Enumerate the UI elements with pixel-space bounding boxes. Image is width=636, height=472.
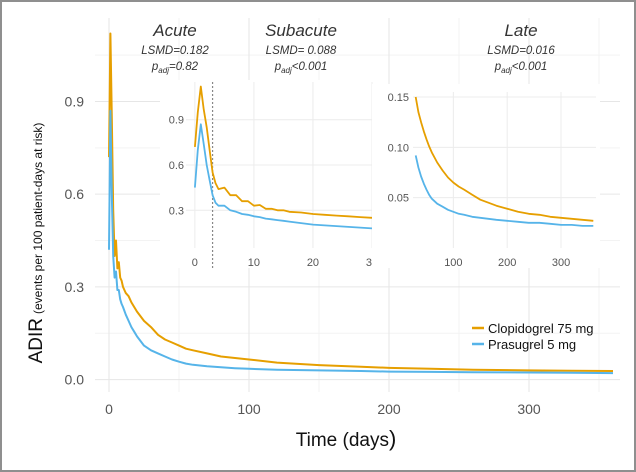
main-series-line-0 xyxy=(108,32,614,372)
x-tick-label: 100 xyxy=(237,401,261,417)
inset-early-x-tick: 20 xyxy=(307,257,319,269)
inset-early-line-0 xyxy=(194,85,373,219)
inset-late-y-tick-labels: 0.05 0.10 0.15 xyxy=(388,92,409,205)
panel-p-subacute: padj<0.001 xyxy=(274,61,328,75)
panel-p-acute: padj=0.82 xyxy=(151,61,199,75)
y-tick-label: 0.3 xyxy=(65,279,85,295)
inset-early-y-tick: 0.3 xyxy=(169,205,184,217)
inset-late-x-tick: 100 xyxy=(444,257,462,269)
inset-late-gridlines xyxy=(413,92,596,248)
inset-late-y-tick: 0.05 xyxy=(388,193,409,205)
y-axis-title: ADIR(events per 100 patient-days at risk… xyxy=(26,123,47,364)
inset-late-x-tick: 200 xyxy=(498,257,516,269)
x-tick-label: 0 xyxy=(105,401,113,417)
inset-early-y-tick: 0.6 xyxy=(169,160,184,172)
inset-late-y-tick: 0.15 xyxy=(388,92,409,104)
y-tick-label: 0.9 xyxy=(65,93,85,109)
panel-lsmd-acute: LSMD=0.182 xyxy=(141,45,209,57)
main-y-tick-labels: 0.0 0.3 0.6 0.9 xyxy=(65,93,85,387)
inset-early-line-1 xyxy=(194,123,373,230)
inset-early-series-lines xyxy=(194,85,373,230)
panel-title-late: Late xyxy=(504,21,537,40)
inset-late-series-lines xyxy=(414,96,594,227)
inset-late-x-tick: 300 xyxy=(552,257,570,269)
inset-late-background xyxy=(372,84,600,268)
inset-early-x-tick: 0 xyxy=(192,257,198,269)
legend-label-clopidogrel: Clopidogrel 75 mg xyxy=(488,321,594,336)
panel-p-late: padj<0.001 xyxy=(494,61,548,75)
main-x-tick-labels: 0 100 200 300 xyxy=(105,401,541,417)
inset-late-line-0 xyxy=(414,96,594,222)
x-axis-title: Time (days) xyxy=(296,426,397,451)
panel-title-subacute: Subacute xyxy=(265,21,337,40)
main-series-line-1 xyxy=(108,109,614,375)
x-tick-label: 200 xyxy=(377,401,401,417)
inset-late-y-tick: 0.10 xyxy=(388,142,409,154)
inset-early-x-tick: 10 xyxy=(248,257,260,269)
main-series-lines xyxy=(108,32,614,375)
inset-early-y-tick: 0.9 xyxy=(169,115,184,127)
inset-early-y-tick-labels: 0.3 0.6 0.9 xyxy=(169,115,184,218)
legend: Clopidogrel 75 mg Prasugrel 5 mg xyxy=(472,321,594,352)
x-tick-label: 300 xyxy=(517,401,541,417)
inset-late-x-tick-labels: 100 200 300 xyxy=(444,257,570,269)
panel-title-acute: Acute xyxy=(152,21,196,40)
inset-early-background xyxy=(160,80,374,268)
inset-late-line-1 xyxy=(414,155,594,227)
panel-lsmd-late: LSMD=0.016 xyxy=(487,45,555,57)
y-tick-label: 0.0 xyxy=(65,372,85,388)
y-tick-label: 0.6 xyxy=(65,186,85,202)
inset-late-bg xyxy=(372,84,600,268)
panel-lsmd-subacute: LSMD= 0.088 xyxy=(266,45,337,57)
legend-label-prasugrel: Prasugrel 5 mg xyxy=(488,337,576,352)
inset-early-bg xyxy=(160,80,374,268)
